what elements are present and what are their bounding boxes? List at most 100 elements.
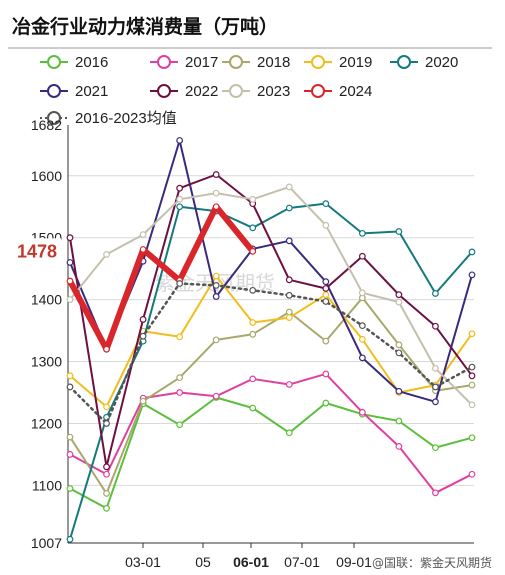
data-point — [395, 228, 403, 235]
data-point — [66, 485, 74, 492]
data-point — [66, 451, 74, 458]
series-2017 — [66, 370, 476, 497]
data-point — [66, 383, 74, 391]
legend-swatch-marker — [229, 84, 243, 98]
data-point — [66, 277, 74, 285]
data-point — [322, 337, 330, 345]
legend-swatch-marker — [229, 55, 243, 69]
y-tick-label: 1100 — [32, 477, 62, 493]
legend-label: 2016-2023均值 — [75, 110, 177, 127]
data-point — [249, 195, 257, 203]
legend-item: 2016-2023均值 — [40, 110, 177, 127]
series-line — [69, 173, 473, 468]
data-point — [432, 398, 439, 406]
data-point — [285, 183, 293, 191]
data-point — [358, 322, 366, 330]
series-line — [69, 372, 473, 494]
data-point — [322, 285, 330, 292]
data-point — [103, 345, 110, 353]
data-point — [395, 387, 403, 395]
x-tick-label: 09-01 — [336, 554, 372, 570]
data-point — [322, 200, 330, 208]
data-point — [176, 389, 184, 396]
data-point — [249, 404, 257, 412]
series-line — [69, 396, 473, 510]
data-point — [176, 374, 184, 382]
data-point — [212, 203, 220, 211]
data-point — [103, 463, 110, 471]
data-point — [103, 490, 110, 497]
data-point — [176, 195, 184, 203]
data-point — [395, 291, 403, 299]
legend-item: 2018 — [222, 54, 290, 71]
data-point — [176, 421, 184, 429]
y-tick-label: 1682 — [31, 117, 62, 133]
data-point — [358, 335, 366, 343]
data-point — [468, 401, 476, 409]
data-point — [212, 392, 220, 400]
data-point — [66, 433, 74, 441]
last-value-label: 1478 — [17, 241, 57, 261]
data-point — [66, 535, 74, 543]
legend-swatch-marker — [397, 55, 411, 69]
data-point — [139, 246, 147, 253]
legend-label: 2016 — [75, 54, 108, 71]
data-point — [395, 349, 403, 357]
y-tick-label: 1400 — [31, 292, 62, 308]
data-point — [103, 420, 110, 427]
legend-label: 2023 — [257, 83, 290, 100]
data-point — [395, 341, 403, 349]
series-2016-2023均值 — [66, 280, 476, 427]
legend-label: 2021 — [75, 83, 108, 100]
data-point — [432, 444, 439, 452]
series-line — [69, 185, 473, 406]
y-tick-label: 1200 — [31, 415, 62, 431]
data-point — [358, 289, 366, 297]
x-axis: 03-01 05 06-01 07-01 09-01 — [68, 542, 474, 570]
data-point — [212, 189, 220, 197]
x-tick-label: 03-01 — [125, 554, 161, 570]
data-point — [322, 298, 330, 305]
data-point — [468, 372, 476, 380]
data-point — [285, 381, 293, 388]
data-point — [103, 403, 110, 411]
data-point — [249, 319, 257, 326]
legend-label: 2020 — [425, 54, 458, 71]
legend-item: 2021 — [40, 83, 108, 100]
data-point — [139, 332, 147, 340]
y-tick-label: 1007 — [31, 535, 62, 551]
legend-item: 2024 — [304, 83, 372, 100]
source-label: @国联：紫金天风期货 — [372, 555, 492, 570]
data-point — [468, 271, 476, 279]
data-point — [358, 229, 366, 237]
data-point — [139, 397, 147, 405]
data-point — [176, 333, 184, 341]
legend-label: 2024 — [339, 83, 372, 100]
series-line — [67, 203, 256, 353]
data-point — [176, 137, 184, 144]
legend-item: 2022 — [150, 83, 218, 100]
data-point — [176, 203, 184, 211]
data-point — [468, 363, 476, 371]
value-label-bg — [13, 238, 61, 263]
data-point — [66, 234, 74, 242]
data-point — [285, 237, 293, 245]
data-point — [432, 290, 439, 297]
data-point — [468, 248, 476, 256]
data-point — [285, 308, 293, 316]
legend-label: 2019 — [339, 54, 372, 71]
data-point — [249, 247, 257, 255]
data-point — [103, 251, 110, 258]
legend-item: 2019 — [304, 54, 372, 71]
data-point — [432, 364, 439, 372]
data-point — [285, 429, 293, 437]
data-point — [358, 354, 366, 362]
legend-swatch-marker — [311, 55, 325, 69]
data-point — [358, 252, 366, 260]
data-point — [395, 298, 403, 306]
legend-swatch-marker — [47, 55, 61, 69]
x-tick-label: 06-01 — [233, 554, 269, 570]
data-point — [66, 296, 74, 304]
data-point — [212, 171, 220, 178]
data-point — [103, 470, 110, 478]
